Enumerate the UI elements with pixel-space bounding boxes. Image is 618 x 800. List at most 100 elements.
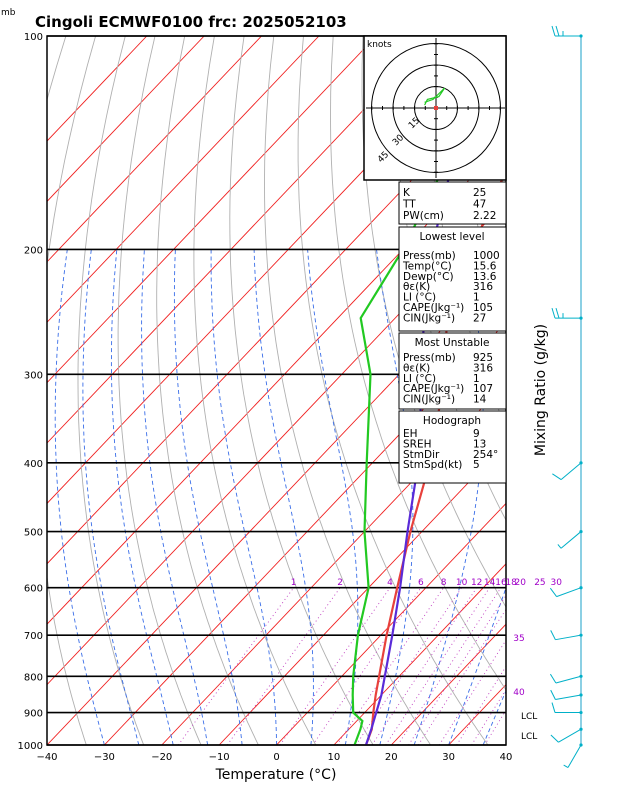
index-value: 105 (473, 302, 493, 314)
index-key: CAPE(Jkg⁻¹) (403, 383, 464, 395)
wind-barb-base (579, 710, 583, 715)
index-value: 2.22 (473, 210, 496, 222)
background-lines (47, 36, 618, 745)
pressure-tick-label: 200 (24, 245, 43, 256)
index-value: 14 (473, 394, 487, 406)
mixing-ratio-label: 18 (505, 578, 517, 588)
wind-barb-feather (550, 630, 556, 640)
wind-barb (555, 634, 582, 641)
wind-barbs (549, 25, 583, 768)
hodograph-unit: knots (367, 40, 392, 50)
index-value: 107 (473, 383, 493, 395)
isotherm (218, 442, 506, 745)
temperature-tick-labels: −40 −30 −20 −10 0 10 20 30 40 (36, 752, 512, 763)
panel-hodo-title: Hodograph (423, 415, 481, 427)
wind-barb (555, 675, 582, 684)
isotherm (47, 36, 435, 444)
index-value: 13.6 (473, 271, 497, 283)
wind-barb-base (579, 727, 583, 731)
index-key: LI (°C) (403, 292, 436, 304)
index-value: 15.6 (473, 260, 497, 272)
wind-barb-base (579, 461, 583, 465)
y-axis-label-mixing-ratio: Mixing Ratio (g/kg) (533, 324, 549, 456)
index-value: 1 (473, 292, 480, 304)
isotherm (47, 200, 506, 686)
index-value: 1 (473, 373, 480, 385)
chart-title: Cingoli ECMWF0100 frc: 2025052103 (35, 13, 347, 31)
index-value: 25 (473, 187, 486, 199)
index-key: Temp(°C) (402, 260, 452, 272)
dry-adiabat (330, 36, 506, 691)
wind-barb-feather (549, 587, 557, 597)
pressure-unit-label: mb (1, 8, 16, 18)
pressure-tick-label: 300 (24, 370, 43, 381)
temperature-tick-label: 0 (273, 752, 279, 763)
pressure-tick-label: 900 (24, 709, 43, 720)
index-value: 316 (473, 362, 493, 374)
wind-barb-base (579, 693, 583, 697)
wind-barb (555, 694, 582, 700)
index-key: StmDir (403, 449, 440, 461)
mixing-ratio-label: 8 (441, 578, 447, 588)
wind-barb-feather (549, 673, 557, 684)
isotherm (47, 261, 506, 745)
wind-barb (556, 587, 582, 598)
isotherm (47, 36, 377, 384)
wind-barb (567, 744, 582, 768)
wind-barb-base (579, 316, 583, 320)
wind-barb (558, 728, 582, 743)
dewpoint-profile (351, 57, 506, 745)
hodograph-path (424, 87, 446, 106)
index-key: Dewp(°C) (403, 271, 454, 283)
isotherm (390, 623, 506, 745)
index-key: CAPE(Jkg⁻¹) (403, 302, 464, 314)
index-key: StmSpd(kt) (403, 459, 462, 471)
dry-adiabat (47, 36, 97, 745)
wind-barb-base (579, 633, 583, 637)
mixing-ratio-label: 12 (471, 578, 482, 588)
mixing-ratio-label: 4 (387, 578, 393, 588)
wind-barb-feather (555, 25, 560, 37)
isotherm (47, 36, 320, 323)
index-value: 13 (473, 438, 486, 450)
moist-adiabat (210, 249, 277, 745)
temperature-tick-label: 10 (328, 752, 341, 763)
mixing-ratio-label: 35 (513, 634, 524, 644)
mixing-ratio-label: 30 (551, 578, 563, 588)
dry-adiabat (229, 36, 374, 745)
index-key: PW(cm) (403, 210, 444, 222)
index-panel-k-tt-pw: K 25 TT 47 PW(cm) 2.22 (398, 181, 507, 225)
mixing-ratio-line (279, 587, 391, 745)
temperature-tick-label: 40 (500, 752, 513, 763)
wind-barb-feather (555, 307, 560, 319)
isotherm (333, 563, 506, 745)
hodograph: knots 15 30 45 (363, 35, 507, 181)
index-panel-hodograph: Hodograph EH 9 SREH 13 StmDir 254° StmSpd(kt) 5 (398, 410, 507, 484)
mixing-ratio-label: 10 (456, 578, 468, 588)
mixing-ratio-line (471, 688, 506, 745)
dry-adiabat (361, 36, 506, 608)
mixing-ratio-label: 14 (484, 578, 496, 588)
index-key: SREH (403, 438, 432, 450)
moist-adiabat (376, 249, 414, 745)
index-panel-lowest-level: Lowest level Press(mb) 1000 Temp(°C) 15.6 De… (398, 226, 507, 332)
dry-adiabat (511, 36, 618, 745)
wind-barb (560, 531, 582, 549)
dry-adiabat (117, 36, 202, 745)
mixing-ratio-label: 2 (337, 578, 343, 588)
temperature-tick-label: 20 (385, 752, 398, 763)
panel-unstable-title: Most Unstable (415, 337, 490, 349)
index-value: 27 (473, 312, 486, 324)
mixing-ratio-line (226, 587, 341, 745)
wind-barb-feather (551, 307, 556, 319)
temperature-tick-label: −10 (209, 752, 230, 763)
dry-adiabat (541, 36, 618, 745)
mixing-ratio-label: 20 (515, 578, 527, 588)
index-panel-most-unstable: Most Unstable Press(mb) 925 θε(K) 316 LI (°C… (398, 332, 507, 410)
panel-lowest-title: Lowest level (419, 231, 484, 243)
wind-barb-feather (550, 689, 556, 700)
mixing-ratio-line (336, 587, 444, 745)
index-key: CIN(Jkg⁻¹) (403, 394, 455, 406)
